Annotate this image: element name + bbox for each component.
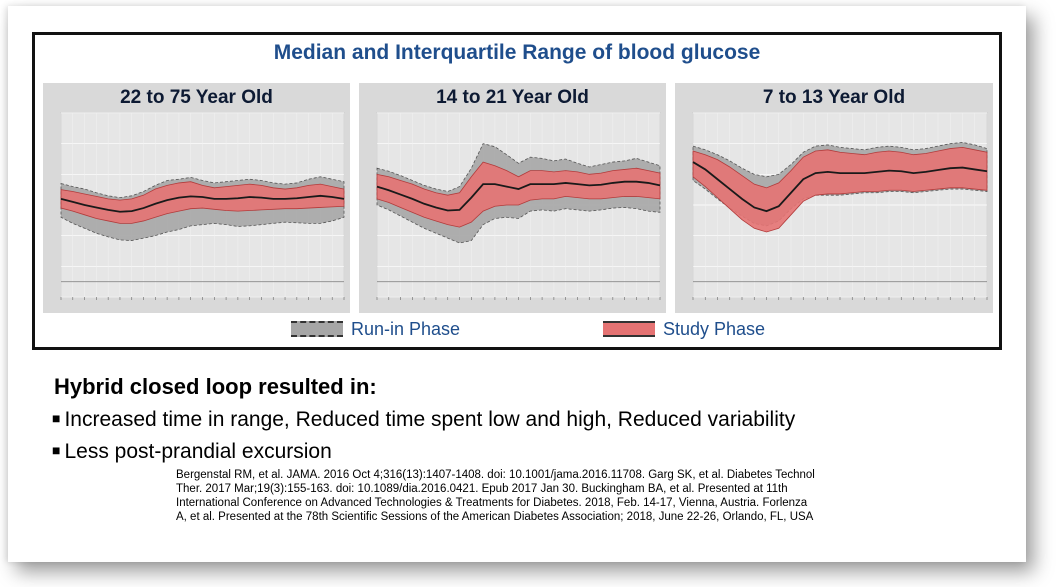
bullet-item-1: ■ Increased time in range, Reduced time s… (52, 408, 795, 432)
bullet-text-2: Less post-prandial excursion (64, 440, 332, 463)
legend-label-study: Study Phase (663, 319, 766, 339)
chart-svg-adults (60, 112, 345, 300)
figure-box: Median and Interquartile Range of blood … (32, 32, 1002, 350)
panel-title: 14 to 21 Year Old (436, 87, 589, 108)
study-iqr-band (60, 181, 345, 224)
legend-swatch-study (603, 321, 655, 337)
slide-card: Median and Interquartile Range of blood … (8, 6, 1026, 562)
chart-panel-children: 7 to 13 Year Old (675, 83, 993, 313)
chart-panel-adults: 22 to 75 Year Old (43, 83, 350, 313)
legend-swatch-runin (291, 321, 343, 337)
bullet-text-1: Increased time in range, Reduced time sp… (64, 408, 796, 431)
findings-heading: Hybrid closed loop resulted in: (54, 374, 377, 399)
reference-line: International Conference on Advanced Tec… (176, 497, 808, 509)
chart-svg-children (692, 112, 988, 300)
chart-svg-adolescents (376, 112, 661, 300)
legend-label-runin: Run-in Phase (351, 319, 461, 339)
bullet-square-icon: ■ (52, 442, 61, 458)
median-line (692, 161, 988, 213)
panel-title: 7 to 13 Year Old (762, 87, 906, 108)
median-line (60, 194, 345, 213)
figure-title: Median and Interquartile Range of blood … (273, 41, 761, 64)
chart-panel-adolescents: 14 to 21 Year Old (359, 83, 666, 313)
reference-line: Ther. 2017 Mar;19(3):155-163. doi: 10.10… (176, 483, 788, 495)
references: Bergenstal RM, et al. JAMA. 2016 Oct 4;3… (176, 468, 886, 524)
legend: Run-in Phase Study Phase (35, 317, 999, 347)
reference-line: A, et al. Presented at the 78th Scientif… (176, 511, 814, 523)
bullet-square-icon: ■ (52, 410, 61, 426)
panel-title: 22 to 75 Year Old (120, 87, 273, 108)
bullet-item-2: ■ Less post-prandial excursion (52, 440, 332, 464)
reference-line: Bergenstal RM, et al. JAMA. 2016 Oct 4;3… (176, 469, 815, 481)
median-line (376, 180, 661, 212)
